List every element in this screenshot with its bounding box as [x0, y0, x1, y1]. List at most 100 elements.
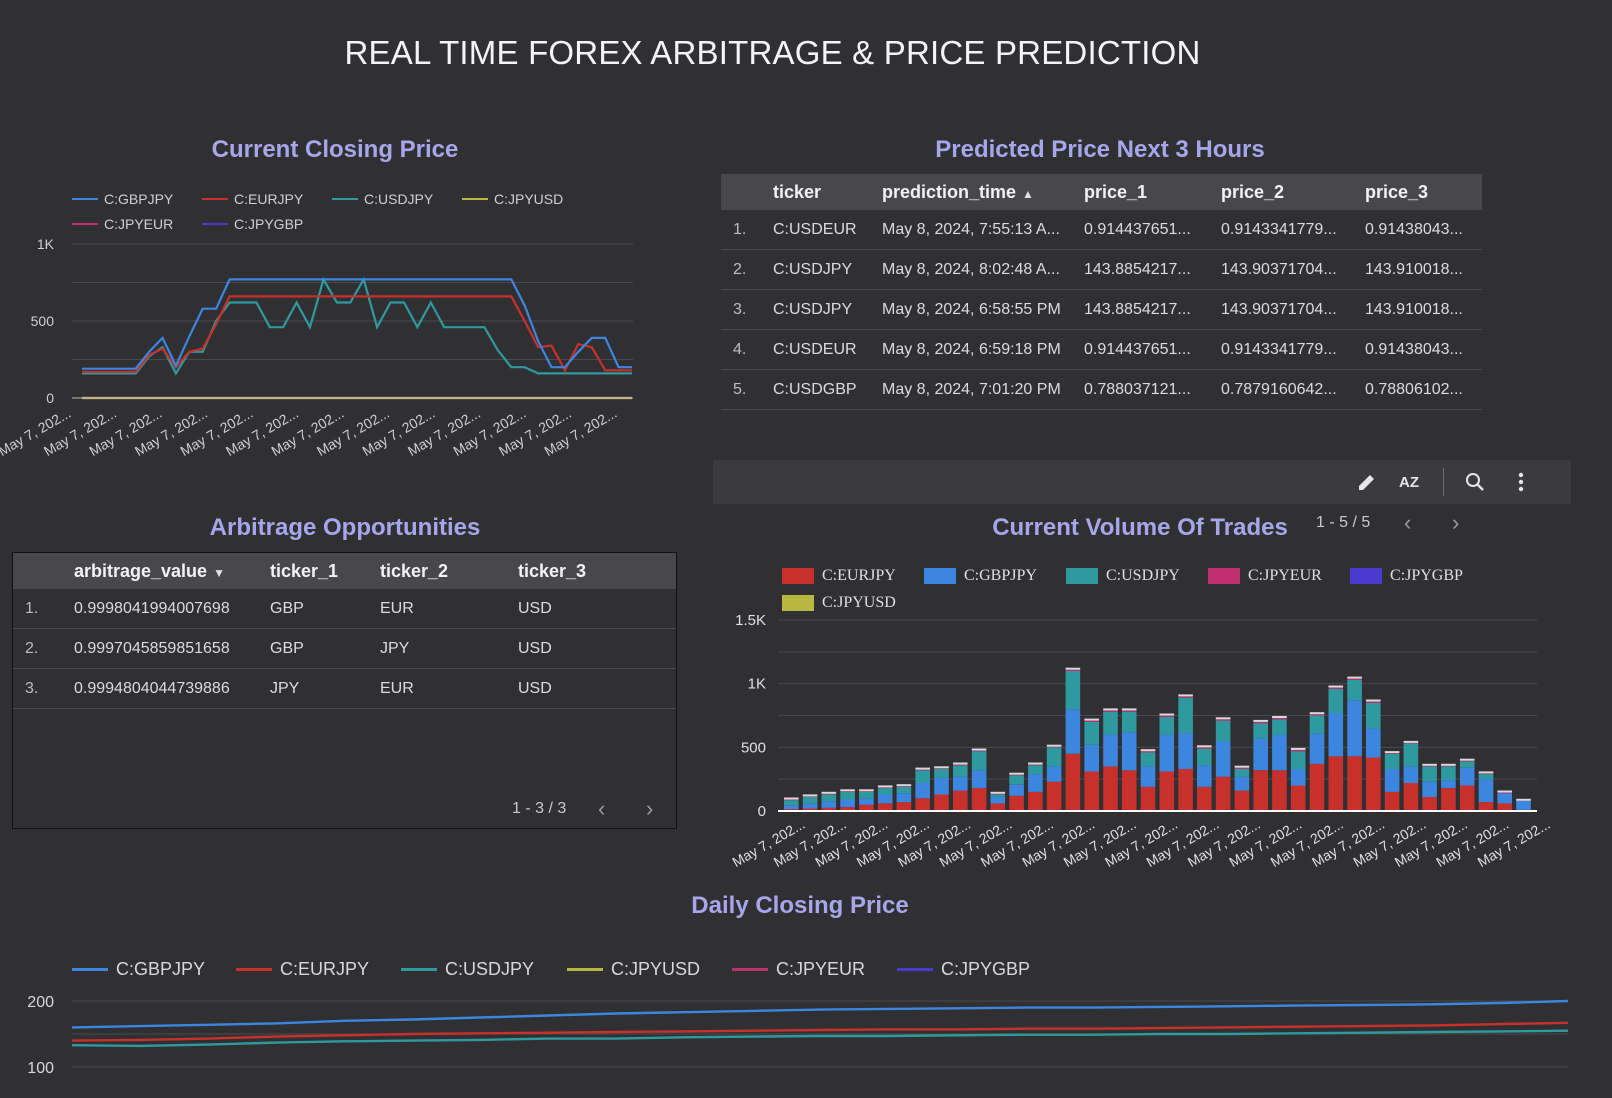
- legend-label: C:USDJPY: [364, 191, 434, 207]
- legend-item[interactable]: C:GBPJPY: [72, 191, 173, 207]
- legend-item[interactable]: C:EURJPY: [236, 959, 369, 980]
- next-page-icon[interactable]: ›: [1452, 510, 1460, 535]
- cell-arbitrage-value: 0.9998041994007698: [74, 589, 270, 629]
- header-ticker-2[interactable]: ticker_2: [380, 553, 518, 589]
- daily-closing-chart[interactable]: 200 100: [0, 985, 1612, 1098]
- header-price-1[interactable]: price_1: [1084, 174, 1221, 210]
- edit-pencil-icon[interactable]: [1353, 468, 1381, 496]
- zoom-icon[interactable]: [1461, 468, 1489, 496]
- legend-item[interactable]: C:GBPJPY: [72, 959, 205, 980]
- bar-segment: [1347, 678, 1362, 680]
- legend-item[interactable]: C:USDJPY: [1066, 567, 1180, 585]
- bar-segment: [1516, 800, 1531, 811]
- cell-price-3: 143.910018...: [1365, 249, 1482, 290]
- sort-az-icon[interactable]: AZ: [1399, 473, 1419, 491]
- cell-ticker-2: EUR: [380, 589, 518, 629]
- bar-cap: [1459, 758, 1475, 761]
- legend-item[interactable]: C:EURJPY: [202, 191, 303, 207]
- arbitrage-panel: arbitrage_value ▼ ticker_1 ticker_2 ticke…: [12, 552, 677, 829]
- bar-segment: [1328, 756, 1344, 811]
- cell-price-1: 0.788037121...: [1084, 369, 1221, 410]
- header-price-3[interactable]: price_3: [1365, 174, 1482, 210]
- bar-cap: [1197, 745, 1212, 748]
- cell-ticker: C:USDEUR: [773, 210, 882, 250]
- bar-segment: [1103, 734, 1118, 767]
- volume-pager-label: 1 - 5 / 5: [1316, 514, 1371, 531]
- legend-item[interactable]: C:JPYUSD: [462, 191, 563, 207]
- table-row[interactable]: 5. C:USDGBP May 8, 2024, 7:01:20 PM 0.78803…: [721, 369, 1482, 410]
- legend-item[interactable]: C:EURJPY: [782, 567, 896, 585]
- legend-item[interactable]: C:JPYEUR: [1208, 567, 1322, 585]
- legend-item[interactable]: C:JPYGBP: [897, 959, 1030, 980]
- legend-item[interactable]: C:JPYGBP: [1350, 567, 1463, 585]
- legend-item[interactable]: C:JPYUSD: [567, 959, 700, 980]
- legend-item[interactable]: C:USDJPY: [332, 191, 433, 207]
- cell-price-3: 143.910018...: [1365, 289, 1482, 330]
- bar-segment: [953, 765, 968, 777]
- prev-page-icon[interactable]: ‹: [598, 796, 606, 821]
- more-vert-icon[interactable]: [1507, 468, 1535, 496]
- header-prediction-time[interactable]: prediction_time ▲: [882, 174, 1084, 210]
- bar-segment: [1065, 669, 1081, 671]
- cell-prediction-time: May 8, 2024, 6:59:18 PM: [882, 329, 1084, 370]
- cell-ticker-2: EUR: [380, 668, 518, 709]
- bar-segment: [821, 801, 837, 808]
- bar-cap: [1009, 772, 1024, 775]
- bar-segment: [1290, 751, 1306, 769]
- bar-segment: [802, 803, 818, 809]
- bar-cap: [859, 789, 874, 792]
- legend-label: C:JPYUSD: [611, 959, 701, 979]
- header-ticker-3[interactable]: ticker_3: [518, 553, 676, 589]
- prev-page-icon[interactable]: ‹: [1404, 510, 1412, 535]
- y-tick-label: 200: [27, 994, 54, 1011]
- cell-price-2: 0.9143341779...: [1221, 329, 1365, 370]
- bar-segment: [1497, 803, 1512, 811]
- bar-cap: [1046, 744, 1062, 747]
- table-row[interactable]: 4. C:USDEUR May 8, 2024, 6:59:18 PM 0.91443…: [721, 329, 1482, 370]
- header-ticker[interactable]: ticker: [773, 174, 882, 210]
- header-price-2[interactable]: price_2: [1221, 174, 1365, 210]
- bar-segment: [1028, 791, 1043, 811]
- sort-ascending-icon: ▲: [1022, 186, 1034, 201]
- legend-swatch: [567, 968, 603, 971]
- bar-cap: [1516, 798, 1531, 801]
- legend-item[interactable]: C:USDJPY: [401, 959, 534, 980]
- table-row[interactable]: 1. 0.9998041994007698 GBP EUR USD: [13, 589, 676, 629]
- bar-segment: [1065, 670, 1081, 710]
- bar-cap: [934, 766, 949, 769]
- legend-label: C:EURJPY: [234, 191, 304, 207]
- bar-segment: [840, 807, 855, 811]
- series-line: [82, 276, 632, 376]
- header-ticker-1[interactable]: ticker_1: [270, 553, 380, 589]
- legend-item[interactable]: C:JPYEUR: [72, 216, 173, 232]
- bar-cap: [1347, 676, 1362, 679]
- bar-cap: [1140, 749, 1156, 752]
- row-index: 2.: [13, 628, 74, 669]
- bar-segment: [971, 751, 987, 771]
- bar-segment: [1384, 791, 1400, 811]
- legend-item[interactable]: C:GBPJPY: [924, 567, 1037, 585]
- legend-item[interactable]: C:JPYEUR: [732, 959, 865, 980]
- bar-cap: [1403, 740, 1419, 743]
- next-page-icon[interactable]: ›: [646, 796, 654, 821]
- table-row[interactable]: 1. C:USDEUR May 8, 2024, 7:55:13 A... 0.914…: [721, 210, 1482, 250]
- bar-segment: [1459, 761, 1475, 768]
- bar-segment: [1121, 710, 1137, 712]
- table-row[interactable]: 2. C:USDJPY May 8, 2024, 8:02:48 A... 143.8…: [721, 249, 1482, 290]
- legend-item[interactable]: C:JPYGBP: [202, 216, 303, 232]
- header-arbitrage-value[interactable]: arbitrage_value ▼: [74, 553, 270, 589]
- bar-cap: [802, 794, 818, 797]
- bar-segment: [1290, 785, 1306, 811]
- legend-item[interactable]: C:JPYUSD: [782, 594, 896, 612]
- table-row[interactable]: 3. C:USDJPY May 8, 2024, 6:58:55 PM 143.885…: [721, 289, 1482, 330]
- table-row[interactable]: 3. 0.9994804044739886 JPY EUR USD: [13, 668, 676, 709]
- bar-segment: [1441, 788, 1456, 811]
- bar-segment: [1121, 711, 1137, 733]
- table-row[interactable]: 2. 0.9997045859851658 GBP JPY USD: [13, 628, 676, 669]
- row-index: 2.: [721, 249, 773, 290]
- cell-ticker-3: USD: [518, 589, 676, 629]
- bar-segment: [1028, 765, 1043, 775]
- bar-cap: [1121, 708, 1137, 711]
